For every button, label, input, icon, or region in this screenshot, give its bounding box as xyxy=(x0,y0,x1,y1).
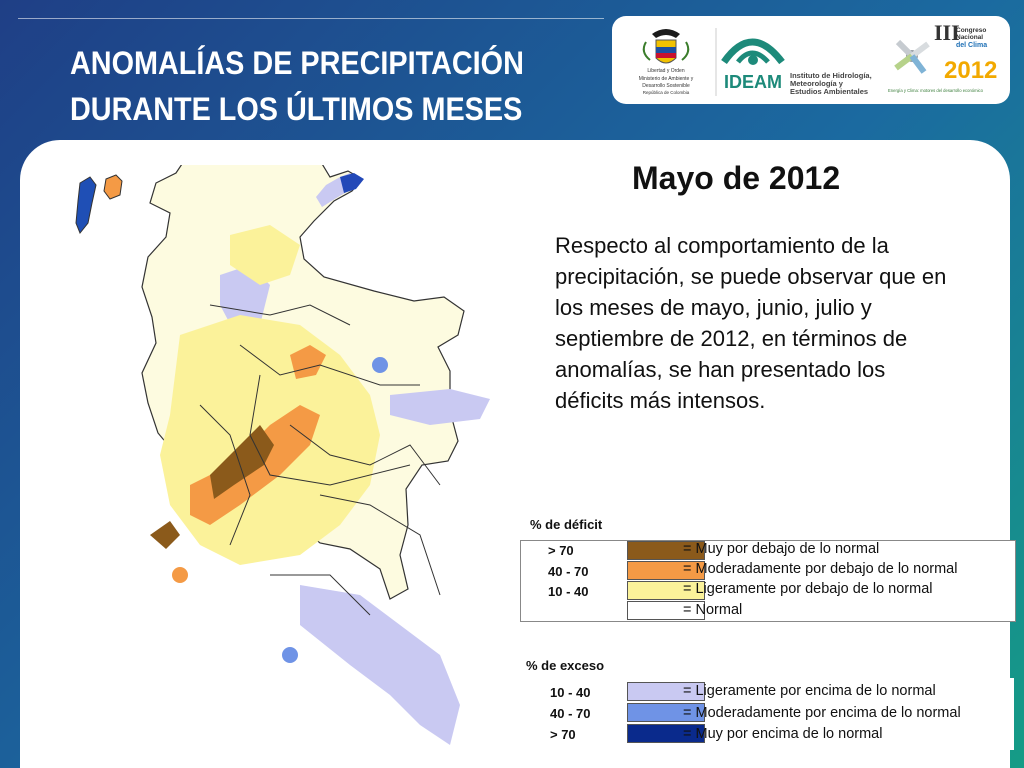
deficit-range-3: 10 - 40 xyxy=(548,584,589,599)
excess-desc-1: = Ligeramente por encima de lo normal xyxy=(683,683,936,699)
congreso-roman-icon: III xyxy=(934,20,960,45)
deficit-range-2: 40 - 70 xyxy=(548,564,589,579)
map-date-heading: Mayo de 2012 xyxy=(632,160,841,196)
legend-swatch-moderately-below xyxy=(627,561,705,580)
congreso-text-3: del Clima xyxy=(956,42,987,49)
description-paragraph: Respecto al comportamiento de la precipi… xyxy=(555,233,947,413)
deficit-desc-2: = Moderadamente por debajo de lo normal xyxy=(683,561,958,577)
providencia-island xyxy=(103,174,123,200)
excess-range-1: 10 - 40 xyxy=(550,685,591,700)
legend-swatch-normal xyxy=(627,601,705,620)
excess-spot-3 xyxy=(282,647,298,663)
page-title: ANOMALÍAS DE PRECIPITACIÓN DURANTE LOS Ú… xyxy=(70,40,556,132)
deficit-region-severe-1 xyxy=(210,425,274,499)
title-rule xyxy=(18,18,604,19)
excess-region-amazon xyxy=(300,585,460,745)
congreso-year: 2012 xyxy=(944,57,997,84)
congreso-text-2: Nacional xyxy=(956,34,983,41)
title-line-1: ANOMALÍAS DE PRECIPITACIÓN xyxy=(70,45,524,81)
excess-spot-2 xyxy=(372,357,388,373)
ideam-text-1: Instituto de Hidrología, xyxy=(790,71,872,80)
san-andres-island xyxy=(75,176,97,234)
logo-strip: Libertad y Orden Ministerio de Ambiente … xyxy=(612,16,1010,104)
legend-swatch-moderately-above xyxy=(627,703,705,722)
legend-swatch-slightly-above xyxy=(627,682,705,701)
ideam-text-2: Meteorología y xyxy=(790,79,844,88)
ideam-logo-icon xyxy=(721,38,785,65)
deficit-region-severe-2 xyxy=(150,521,180,549)
deficit-desc-4: = Normal xyxy=(683,602,743,618)
ministerio-line-4: República de Colombia xyxy=(643,90,690,95)
congreso-flower-icon xyxy=(894,39,930,74)
excess-range-3: > 70 xyxy=(550,727,576,742)
deficit-spot-moderate-2 xyxy=(172,567,188,583)
excess-desc-2: = Moderadamente por encima de lo normal xyxy=(683,705,961,721)
title-line-2: DURANTE LOS ÚLTIMOS MESES xyxy=(70,91,523,127)
deficit-range-1: > 70 xyxy=(548,543,574,558)
department-borders xyxy=(199,304,441,616)
excess-spot-guajira xyxy=(340,173,364,193)
legend-swatch-very-below xyxy=(627,541,705,560)
legend-swatch-very-above xyxy=(627,724,705,743)
congreso-tagline: Energía y Clima: motores del desarrollo … xyxy=(888,88,984,93)
deficit-desc-1: = Muy por debajo de lo normal xyxy=(683,541,880,557)
excess-range-2: 40 - 70 xyxy=(550,706,591,721)
ideam-name: IDEAM xyxy=(724,72,782,92)
deficit-region-caribe xyxy=(230,225,300,285)
deficit-desc-3: = Ligeramente por debajo de lo normal xyxy=(683,581,933,597)
legend-swatch-slightly-below xyxy=(627,581,705,600)
ministerio-line-1: Libertad y Orden xyxy=(647,68,684,74)
deficit-legend xyxy=(520,540,1016,622)
excess-legend-title: % de exceso xyxy=(526,658,605,673)
excess-desc-3: = Muy por encima de lo normal xyxy=(683,726,883,742)
coat-of-arms-icon xyxy=(642,29,690,64)
excess-region-llanos xyxy=(390,389,490,425)
congreso-text-1: Congreso xyxy=(956,27,986,34)
colombia-anomaly-map xyxy=(75,165,490,745)
deficit-legend-title: % de déficit xyxy=(530,517,603,532)
ideam-text-3: Estudios Ambientales xyxy=(790,87,868,96)
logos-svg: Libertad y Orden Ministerio de Ambiente … xyxy=(639,20,997,96)
ministerio-line-2: Ministerio de Ambiente y xyxy=(639,76,694,82)
excess-legend xyxy=(520,678,1014,750)
ministerio-line-3: Desarrollo Sostenible xyxy=(642,83,690,89)
